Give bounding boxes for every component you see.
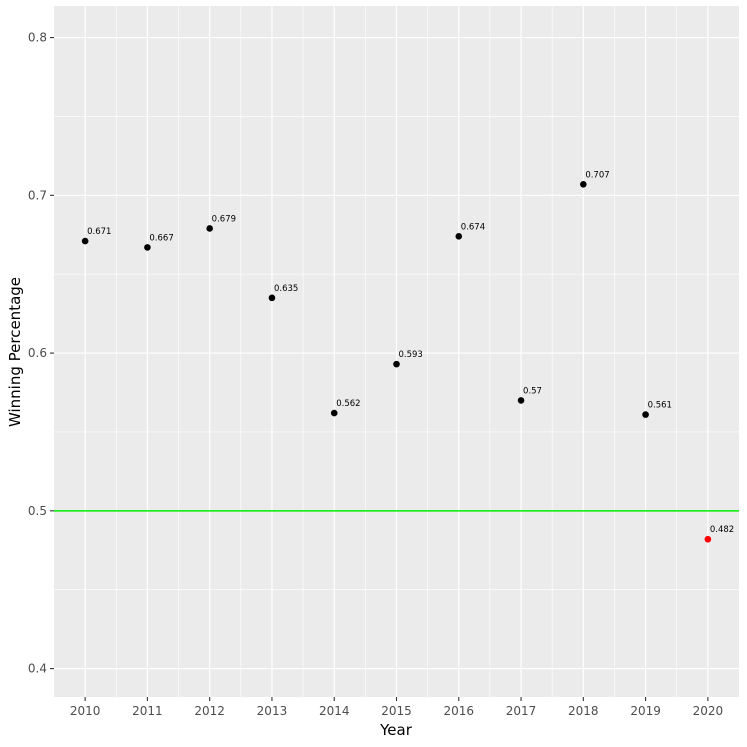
y-tick-label: 0.4 (28, 662, 47, 676)
y-tick-label: 0.6 (28, 346, 47, 360)
y-tick-label: 0.7 (28, 188, 47, 202)
data-point-2017 (517, 397, 525, 404)
major-gridlines (54, 6, 739, 697)
data-label-2017: 0.57 (523, 386, 542, 396)
data-point-2015 (393, 360, 400, 368)
data-point-2019 (642, 411, 649, 418)
data-point-2011 (144, 244, 151, 251)
x-tick-label: 2017 (506, 704, 537, 718)
y-axis: 0.4 0.5 0.6 0.7 0.8 (28, 31, 54, 676)
data-point-2020 (704, 535, 712, 543)
x-axis: 2010 2011 2012 2013 2014 2015 2016 2017 2018 2019… (70, 697, 723, 718)
x-tick-label: 2013 (257, 704, 288, 718)
x-tick-label: 2019 (630, 704, 661, 718)
data-label-2014: 0.562 (336, 399, 360, 409)
x-tick-label: 2011 (132, 704, 163, 718)
data-label-2010: 0.671 (87, 227, 111, 237)
y-tick-label: 0.8 (28, 31, 47, 45)
data-point-2018 (580, 180, 587, 188)
x-tick-label: 2014 (319, 704, 350, 718)
data-point-2013 (268, 294, 276, 302)
data-points (81, 180, 712, 543)
data-point-2014 (330, 409, 338, 417)
data-point-2012 (206, 225, 213, 232)
data-label-2013: 0.635 (274, 284, 298, 294)
data-label-2019: 0.561 (648, 401, 672, 411)
data-label-2018: 0.707 (585, 170, 609, 180)
data-label-2011: 0.667 (149, 233, 173, 243)
x-tick-label: 2016 (443, 704, 474, 718)
data-point-2010 (81, 237, 89, 245)
data-labels: 0.671 0.667 0.679 0.635 0.562 0.593 0.674 0.57 0… (87, 170, 734, 535)
x-tick-label: 2010 (70, 704, 101, 718)
y-tick-label: 0.5 (28, 504, 47, 518)
data-label-2015: 0.593 (399, 350, 423, 360)
x-tick-label: 2015 (381, 704, 412, 718)
data-label-2016: 0.674 (461, 222, 485, 232)
x-tick-label: 2012 (194, 704, 225, 718)
y-axis-title: Winning Percentage (6, 277, 24, 427)
x-axis-title: Year (379, 721, 413, 739)
data-label-2012: 0.679 (212, 214, 236, 224)
data-label-2020: 0.482 (710, 525, 734, 535)
x-tick-label: 2020 (693, 704, 724, 718)
x-tick-label: 2018 (568, 704, 599, 718)
data-point-2016 (455, 233, 463, 240)
